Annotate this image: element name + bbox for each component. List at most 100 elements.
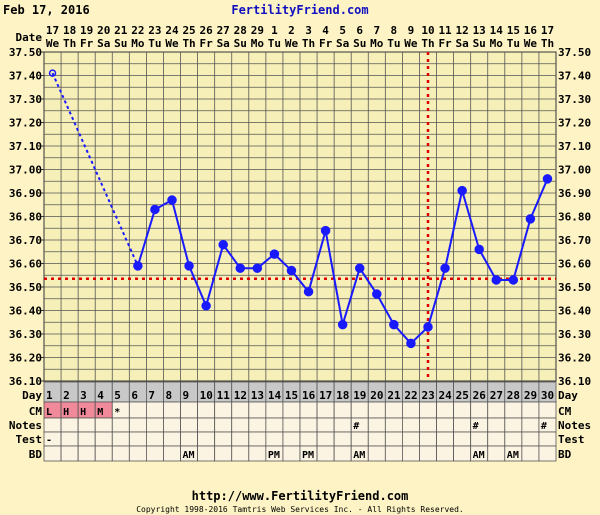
- notes-cell: [214, 417, 233, 433]
- ytick-right: 36.40: [558, 305, 591, 318]
- cm-cell: [419, 401, 437, 419]
- weekday-label: Th: [182, 37, 195, 50]
- notes-cell: [401, 417, 420, 433]
- cm-cell: [350, 401, 369, 419]
- weekday-label: Th: [541, 37, 554, 50]
- ytick-left: 36.90: [9, 187, 42, 200]
- cm-cell: [214, 401, 233, 419]
- date-label: 29: [251, 24, 264, 37]
- temp-point: [218, 239, 228, 250]
- test-cell: [384, 431, 403, 447]
- test-cell: [248, 431, 267, 447]
- weekday-label: Fr: [200, 37, 214, 50]
- ytick-right: 37.00: [558, 164, 591, 177]
- test-cell: [128, 431, 147, 447]
- temp-point: [457, 185, 467, 196]
- cm-cell: [333, 401, 352, 419]
- test-cell: [299, 431, 318, 447]
- temp-point: [542, 174, 553, 184]
- day-value: 28: [507, 389, 520, 402]
- date-label: 12: [456, 24, 469, 37]
- test-cell: [94, 431, 113, 447]
- temp-line-segment: [341, 267, 361, 325]
- test-cell: [367, 431, 386, 447]
- temp-point: [201, 301, 211, 311]
- temp-line-segment: [478, 248, 498, 281]
- cm-cell: [436, 401, 454, 419]
- weekday-label: Th: [421, 37, 434, 50]
- notes-cell: [145, 417, 164, 433]
- date-label: 10: [421, 24, 434, 37]
- date-label: 22: [131, 24, 144, 37]
- date-label: 15: [507, 24, 520, 37]
- date-label: 6: [356, 24, 363, 37]
- test-cell: [538, 431, 557, 447]
- temp-line-segment: [205, 244, 225, 307]
- cm-cell: [367, 401, 386, 419]
- test-cell: [214, 431, 233, 447]
- row-label-bd-right: BD: [558, 448, 572, 461]
- weekday-label: Sa: [97, 37, 110, 50]
- temp-point: [48, 69, 57, 77]
- row-label-day-right: Day: [558, 389, 578, 402]
- cm-cell: [487, 401, 506, 419]
- bd-value: AM: [353, 450, 365, 461]
- date-label: 17: [46, 24, 59, 37]
- cm-cell: [128, 401, 147, 419]
- bd-cell: [538, 445, 557, 462]
- row-label-test-right: Test: [558, 433, 585, 446]
- temp-line-segment: [444, 190, 464, 269]
- day-value: 22: [404, 389, 417, 402]
- bbt-chart: 37.50 37.50 37.40 37.40 37.30 37.30 37.20 37.20…: [9, 24, 591, 462]
- bd-value: PM: [302, 450, 314, 461]
- ytick-left: 36.10: [9, 375, 42, 388]
- bd-cell: [333, 445, 352, 462]
- cm-value: L: [46, 407, 52, 418]
- notes-cell: [265, 417, 284, 433]
- temp-point: [491, 275, 502, 285]
- test-cell: [60, 431, 79, 447]
- bd-cell: [487, 445, 506, 462]
- ytick-right: 36.20: [558, 352, 591, 365]
- test-cell: [111, 431, 130, 447]
- date-label: 5: [339, 24, 346, 37]
- copyright: Copyright 1998-2016 Tamtris Web Services…: [136, 505, 464, 514]
- bd-value: AM: [473, 450, 485, 461]
- cm-cell: [265, 401, 284, 419]
- row-label-cm-right: CM: [558, 405, 572, 418]
- temp-point: [372, 289, 382, 299]
- weekday-label: We: [165, 37, 179, 50]
- weekday-label: Tu: [268, 37, 281, 50]
- notes-cell: [384, 417, 403, 433]
- cm-cell: [231, 401, 250, 419]
- ytick-right: 36.50: [558, 281, 591, 294]
- weekday-label: Mo: [490, 37, 504, 50]
- footer-url[interactable]: http://www.FertilityFriend.com: [191, 489, 409, 503]
- notes-cell: [299, 417, 318, 433]
- notes-cell: [197, 417, 216, 433]
- day-value: 4: [97, 389, 104, 402]
- bd-cell: [384, 445, 403, 462]
- temp-line-segment: [324, 230, 344, 325]
- ytick-right: 37.20: [558, 117, 591, 130]
- day-value: 25: [456, 389, 469, 402]
- bd-cell: [128, 445, 147, 462]
- ytick-left: 36.60: [9, 258, 42, 271]
- temp-point: [354, 263, 365, 273]
- bd-cell: [231, 445, 250, 462]
- temp-point: [474, 244, 484, 255]
- weekday-label: Su: [234, 37, 247, 50]
- site-link[interactable]: FertilityFriend.com: [231, 3, 369, 17]
- cm-cell: [282, 401, 301, 419]
- temp-point: [167, 195, 177, 205]
- cm-value: H: [63, 407, 69, 418]
- ytick-right: 36.80: [558, 211, 591, 224]
- day-value: 27: [490, 389, 503, 402]
- temp-point: [286, 265, 297, 276]
- bd-cell: [521, 445, 540, 462]
- temp-line-segment: [427, 267, 447, 328]
- weekday-label: Sa: [217, 37, 230, 50]
- notes-cell: [94, 417, 113, 433]
- weekday-label: Fr: [438, 37, 452, 50]
- cm-value: M: [97, 407, 103, 418]
